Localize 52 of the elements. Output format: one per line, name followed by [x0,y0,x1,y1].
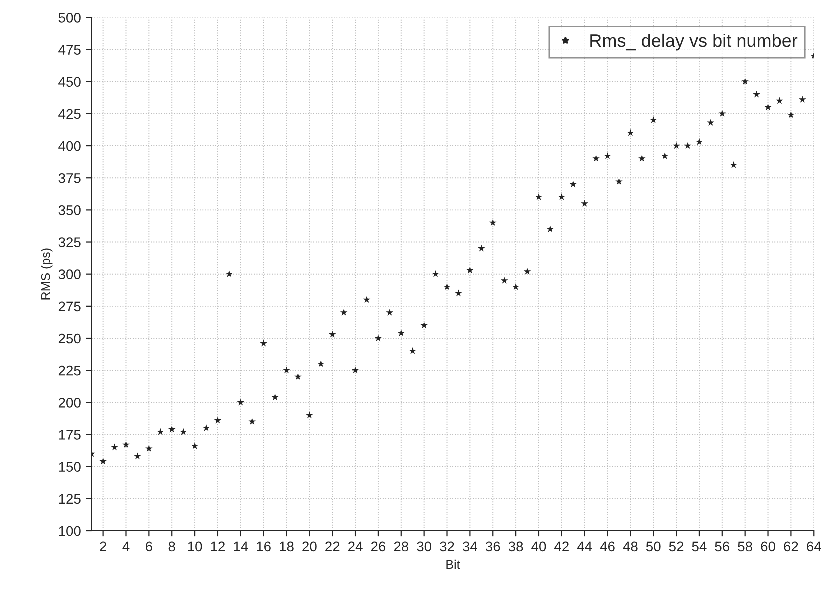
x-axis-title: Bit [446,560,460,570]
x-tick-label: 64 [807,542,822,552]
x-tick-label: 62 [784,542,798,552]
x-tick-label: 40 [532,542,546,552]
x-tick-label: 52 [669,542,684,552]
x-tick-label: 22 [326,542,340,552]
y-tick-label: 350 [58,206,81,216]
y-tick-label: 250 [58,334,81,344]
x-tick-label: 36 [486,542,500,552]
x-tick-label: 20 [302,542,317,552]
x-tick-label: 2 [100,542,106,552]
y-tick-label: 400 [58,141,81,152]
x-tick-label: 60 [761,542,776,552]
y-tick-label: 375 [58,173,81,184]
x-tick-label: 26 [371,542,386,552]
x-tick-label: 42 [554,542,569,552]
y-tick-label: 425 [58,109,81,120]
x-tick-label: 10 [188,542,202,552]
x-tick-label: 54 [692,542,707,552]
x-tick-label: 28 [394,542,409,552]
x-tick-label: 8 [168,542,176,552]
y-tick-label: 475 [58,45,81,55]
x-tick-label: 6 [146,542,152,552]
x-tick-label: 34 [462,542,478,552]
x-tick-label: 4 [122,542,130,552]
x-tick-label: 30 [417,542,432,552]
x-tick-label: 50 [646,542,661,552]
x-tick-label: 44 [577,542,592,552]
y-axis-title: RMS (ps) [41,248,53,300]
x-tick-label: 12 [211,542,225,552]
y-tick-label: 200 [58,398,81,408]
x-tick-label: 16 [257,542,271,552]
y-tick-label: 100 [59,526,81,536]
x-tick-label: 46 [600,542,615,552]
x-tick-label: 56 [715,542,730,552]
x-tick-label: 14 [234,542,248,552]
y-tick-label: 150 [59,462,81,472]
y-tick-label: 300 [58,270,81,280]
x-tick-label: 24 [348,542,363,552]
y-tick-label: 225 [58,366,81,376]
x-tick-label: 48 [623,542,638,552]
x-tick-label: 38 [508,542,524,552]
y-tick-label: 500 [58,13,81,23]
x-tick-label: 18 [280,542,294,552]
y-tick-label: 275 [58,302,81,312]
y-tick-label: 125 [59,494,81,504]
y-tick-label: 175 [59,430,81,440]
x-tick-label: 32 [440,542,454,552]
y-tick-label: 450 [58,77,81,88]
legend-label: Rms_ delay vs bit number [590,34,798,51]
x-tick-label: 58 [738,542,752,552]
y-tick-label: 325 [58,238,81,248]
